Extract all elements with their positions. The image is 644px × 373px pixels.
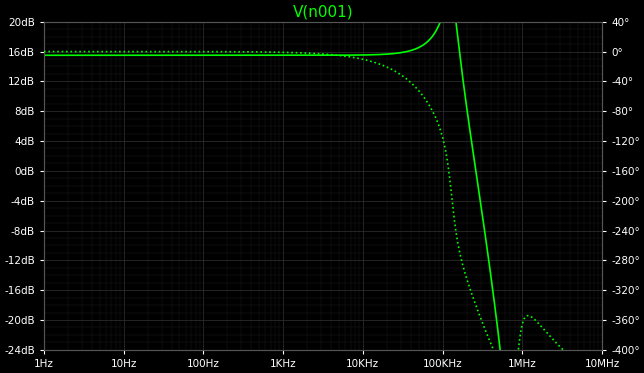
Title: V(n001): V(n001) [292,4,354,19]
